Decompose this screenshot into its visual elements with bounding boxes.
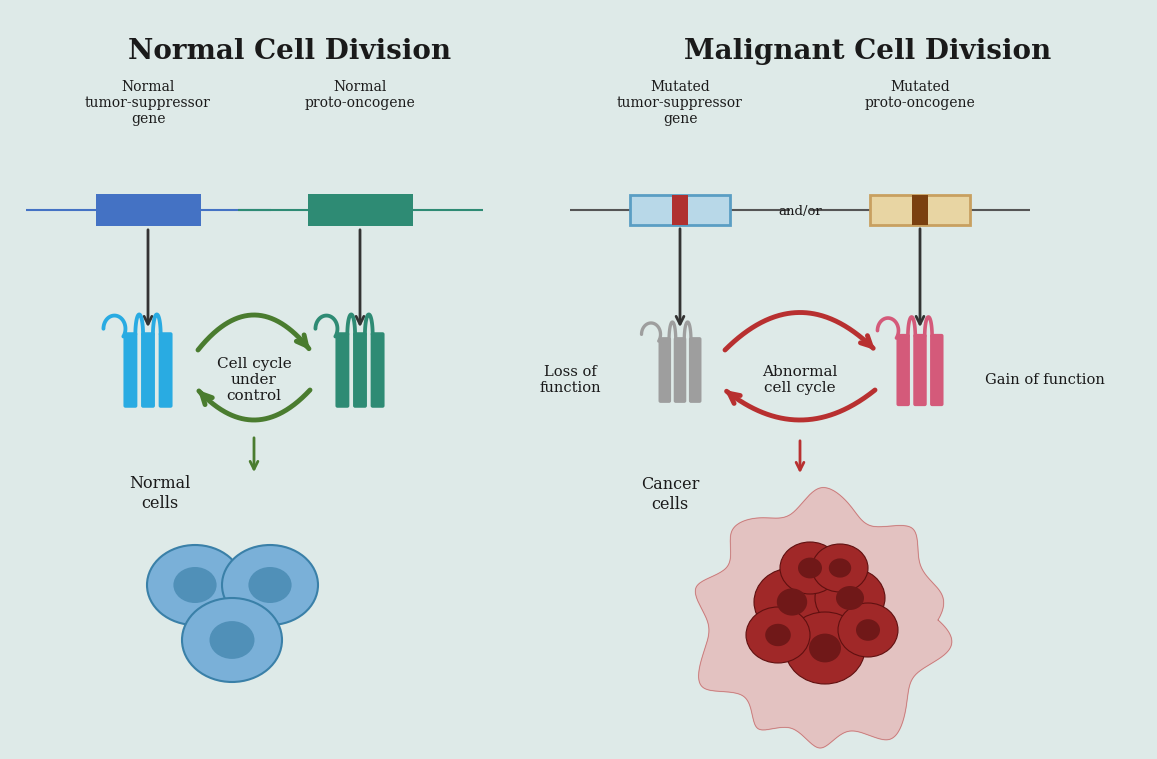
Ellipse shape [784,612,865,684]
Text: Mutated
proto-oncogene: Mutated proto-oncogene [864,80,975,110]
FancyBboxPatch shape [658,337,671,403]
Ellipse shape [812,544,868,592]
Ellipse shape [174,567,216,603]
FancyBboxPatch shape [688,337,701,403]
Ellipse shape [209,621,255,659]
FancyBboxPatch shape [336,332,349,408]
Ellipse shape [754,568,830,636]
Polygon shape [695,487,952,748]
FancyBboxPatch shape [370,332,384,408]
Ellipse shape [776,588,808,616]
Text: Loss of
function: Loss of function [539,365,600,395]
Bar [631,195,730,225]
Text: Cell cycle
under
control: Cell cycle under control [216,357,292,403]
Bar [672,195,688,225]
FancyBboxPatch shape [673,337,686,403]
Ellipse shape [147,545,243,625]
Ellipse shape [838,603,898,657]
Ellipse shape [809,634,841,663]
Text: Malignant Cell Division: Malignant Cell Division [684,38,1052,65]
FancyBboxPatch shape [159,332,172,408]
Text: Normal Cell Division: Normal Cell Division [127,38,451,65]
Ellipse shape [249,567,292,603]
Bar [308,194,413,226]
FancyBboxPatch shape [353,332,367,408]
Text: and/or: and/or [779,206,821,219]
Ellipse shape [815,568,885,628]
Ellipse shape [746,607,810,663]
Ellipse shape [182,598,282,682]
Bar [870,195,970,225]
Text: Abnormal
cell cycle: Abnormal cell cycle [762,365,838,395]
Text: Gain of function: Gain of function [985,373,1105,387]
FancyBboxPatch shape [913,334,927,406]
Ellipse shape [780,542,840,594]
FancyBboxPatch shape [897,334,909,406]
FancyBboxPatch shape [930,334,943,406]
Bar [912,195,928,225]
FancyBboxPatch shape [141,332,155,408]
Text: Normal
cells: Normal cells [130,475,191,512]
Text: Mutated
tumor-suppressor
gene: Mutated tumor-suppressor gene [617,80,743,127]
Text: Cancer
cells: Cancer cells [641,476,699,512]
Ellipse shape [837,586,864,610]
FancyBboxPatch shape [124,332,138,408]
Ellipse shape [222,545,318,625]
Ellipse shape [765,624,790,646]
Text: Normal
proto-oncogene: Normal proto-oncogene [304,80,415,110]
Ellipse shape [828,559,852,578]
Bar [96,194,200,226]
Ellipse shape [856,619,880,641]
Ellipse shape [798,558,821,578]
Text: Normal
tumor-suppressor
gene: Normal tumor-suppressor gene [86,80,211,127]
